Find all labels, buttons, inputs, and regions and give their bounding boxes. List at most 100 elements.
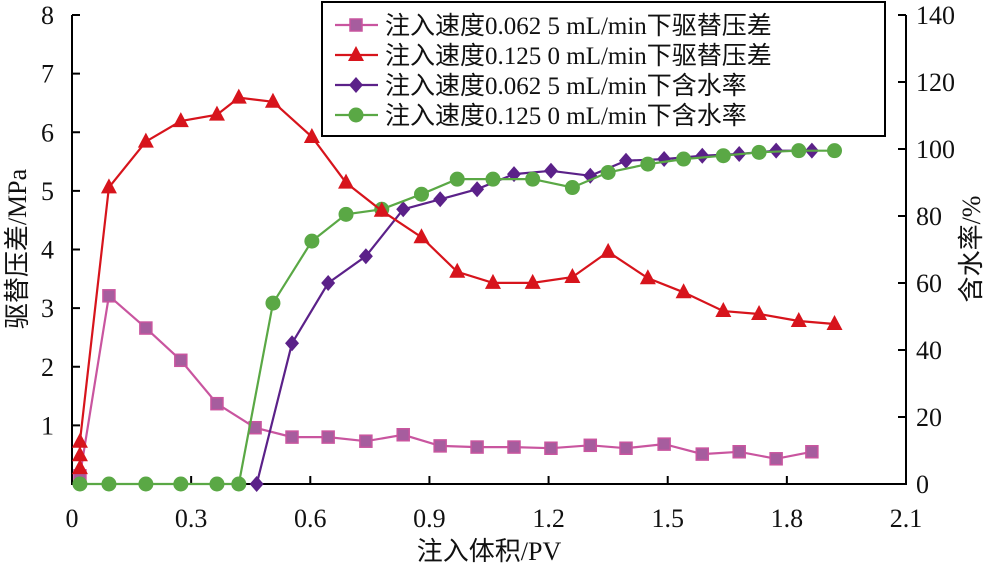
legend-label: 注入速度0.125 0 mL/min下驱替压差 bbox=[385, 42, 772, 70]
data-point bbox=[826, 314, 843, 330]
data-point bbox=[71, 432, 88, 448]
data-point bbox=[71, 446, 88, 462]
y-tick-label: 5 bbox=[41, 177, 54, 206]
legend-label: 注入速度0.125 0 mL/min下含水率 bbox=[385, 102, 747, 130]
data-point bbox=[396, 428, 410, 442]
x-tick-label: 1.8 bbox=[771, 504, 804, 533]
legend-label: 注入速度0.062 5 mL/min下含水率 bbox=[385, 72, 747, 100]
data-point bbox=[619, 441, 633, 455]
data-point bbox=[564, 180, 580, 196]
data-point bbox=[470, 181, 485, 198]
series-square bbox=[73, 289, 819, 483]
data-point bbox=[805, 445, 819, 459]
data-point bbox=[209, 476, 225, 492]
data-point bbox=[304, 233, 320, 249]
y-tick-label: 7 bbox=[41, 60, 54, 89]
legend-box bbox=[321, 1, 886, 137]
data-point bbox=[751, 304, 768, 320]
data-point bbox=[657, 437, 671, 451]
data-point bbox=[695, 147, 710, 164]
y-tick-label: 2 bbox=[41, 353, 54, 382]
data-point bbox=[413, 228, 430, 244]
data-point bbox=[751, 144, 767, 160]
data-point bbox=[564, 268, 581, 284]
data-point bbox=[433, 439, 447, 453]
y2-tick-label: 0 bbox=[916, 470, 929, 499]
data-point bbox=[470, 440, 484, 454]
data-point bbox=[827, 143, 843, 159]
legend-label: 注入速度0.062 5 mL/min下驱替压差 bbox=[385, 12, 772, 40]
data-point bbox=[101, 476, 117, 492]
data-point bbox=[71, 459, 88, 475]
series-line bbox=[79, 149, 835, 486]
data-point bbox=[433, 191, 448, 208]
series-triangle bbox=[71, 88, 843, 475]
data-point bbox=[173, 476, 189, 492]
legend-item: 注入速度0.062 5 mL/min下驱替压差 bbox=[335, 12, 772, 40]
x-tick-label: 0.3 bbox=[175, 504, 208, 533]
x-axis-title: 注入体积/PV bbox=[417, 537, 562, 566]
y-tick-label: 1 bbox=[41, 411, 54, 440]
legend-marker bbox=[349, 77, 363, 93]
y2-axis-title: 含水率/% bbox=[957, 196, 986, 303]
x-tick-label: 1.2 bbox=[532, 504, 565, 533]
data-point bbox=[285, 430, 299, 444]
y-tick-label: 6 bbox=[41, 118, 54, 147]
data-point bbox=[715, 302, 732, 318]
data-point bbox=[396, 201, 411, 218]
legend-marker bbox=[348, 46, 364, 61]
data-point bbox=[100, 178, 117, 194]
data-point bbox=[619, 152, 634, 169]
data-point bbox=[172, 112, 189, 128]
data-point bbox=[139, 321, 153, 335]
y-axis-title: 驱替压差/MPa bbox=[3, 168, 32, 329]
data-point bbox=[639, 269, 656, 285]
data-point bbox=[338, 206, 354, 222]
data-point bbox=[657, 151, 672, 168]
y2-tick-label: 140 bbox=[916, 1, 955, 30]
y2-tick-label: 80 bbox=[916, 202, 942, 231]
series-diamond bbox=[249, 142, 819, 492]
legend-item: 注入速度0.062 5 mL/min下含水率 bbox=[335, 72, 747, 100]
x-tick-label: 0.9 bbox=[413, 504, 446, 533]
data-point bbox=[102, 289, 116, 303]
data-point bbox=[264, 92, 281, 108]
data-point bbox=[231, 476, 247, 492]
data-point bbox=[715, 148, 731, 164]
data-point bbox=[210, 396, 224, 411]
y-tick-label: 4 bbox=[41, 236, 54, 265]
data-point bbox=[484, 273, 501, 289]
data-point bbox=[321, 430, 335, 444]
series-circle bbox=[72, 143, 843, 492]
data-point bbox=[138, 476, 154, 492]
tick-labels: 0 0.3 0.6 0.9 1.2 1.5 1.8 2.1123456780204060801… bbox=[41, 1, 955, 533]
data-point bbox=[600, 242, 617, 258]
legend-marker bbox=[348, 107, 364, 123]
data-point bbox=[600, 164, 616, 180]
legend-item: 注入速度0.125 0 mL/min下含水率 bbox=[335, 102, 747, 130]
data-point bbox=[449, 171, 465, 187]
x-tick-label: 0 bbox=[66, 504, 79, 533]
data-point bbox=[675, 283, 692, 299]
data-point bbox=[265, 295, 281, 311]
x-tick-label: 0.6 bbox=[294, 504, 327, 533]
y-tick-label: 3 bbox=[41, 294, 54, 323]
x-tick-label: 1.5 bbox=[651, 504, 684, 533]
data-point bbox=[525, 171, 541, 187]
y-tick-label: 8 bbox=[41, 1, 54, 30]
data-point bbox=[338, 173, 355, 189]
data-point bbox=[769, 452, 783, 466]
data-point bbox=[640, 156, 656, 172]
data-point bbox=[373, 201, 390, 217]
data-point bbox=[285, 335, 300, 352]
data-point bbox=[695, 447, 710, 461]
data-point bbox=[413, 186, 429, 202]
y2-tick-label: 120 bbox=[916, 68, 955, 97]
data-point bbox=[174, 353, 188, 368]
data-point bbox=[359, 434, 373, 448]
data-point bbox=[72, 476, 88, 492]
data-point bbox=[676, 151, 692, 167]
ticks bbox=[72, 14, 906, 484]
